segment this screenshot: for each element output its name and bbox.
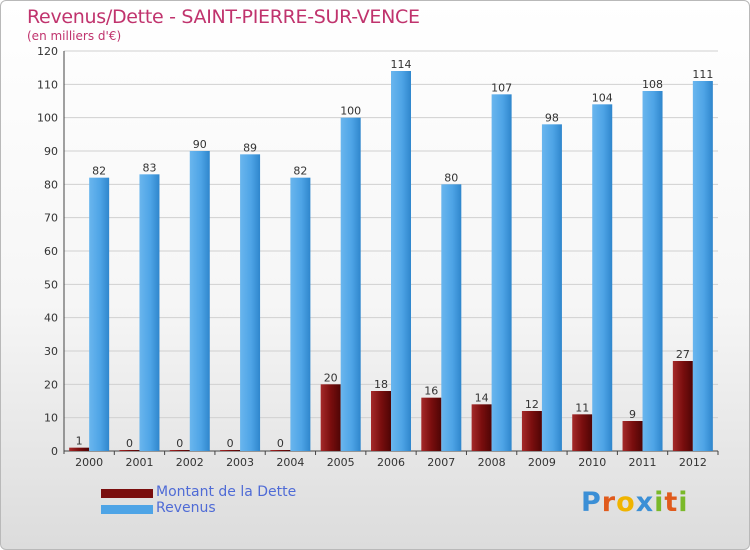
data-label-dette: 14 — [475, 391, 489, 404]
x-tick-label: 2010 — [578, 456, 606, 469]
data-label-dette: 0 — [277, 437, 284, 450]
y-tick-label: 100 — [37, 112, 58, 125]
y-tick-label: 80 — [44, 178, 58, 191]
chart-title: Revenus/Dette - SAINT-PIERRE-SUR-VENCE — [27, 6, 420, 28]
bar-revenus — [391, 71, 411, 451]
data-label-revenus: 90 — [193, 138, 207, 151]
data-label-dette: 0 — [227, 437, 234, 450]
data-label-revenus: 83 — [142, 161, 156, 174]
y-tick-label: 0 — [51, 445, 58, 458]
data-label-dette: 20 — [324, 371, 338, 384]
x-tick-label: 2008 — [478, 456, 506, 469]
data-label-revenus: 82 — [293, 165, 307, 178]
bar-revenus — [692, 81, 713, 451]
y-tick-label: 40 — [44, 312, 58, 325]
bar-dette — [421, 397, 442, 451]
bar-dette — [169, 450, 190, 451]
logo-letter: P — [581, 487, 602, 518]
data-label-dette: 12 — [525, 398, 539, 411]
data-label-dette: 0 — [176, 437, 183, 450]
data-label-revenus: 82 — [92, 165, 106, 178]
logo-letter: o — [616, 487, 636, 518]
x-tick-label: 2004 — [276, 456, 304, 469]
y-tick-label: 90 — [44, 145, 58, 158]
bar-revenus — [541, 124, 562, 451]
legend-swatch-revenus — [101, 505, 153, 514]
x-tick-label: 2009 — [528, 456, 556, 469]
bar-dette — [220, 450, 241, 451]
x-tick-label: 2003 — [226, 456, 254, 469]
bar-dette — [119, 450, 140, 451]
y-tick-label: 20 — [44, 378, 58, 391]
bar-revenus — [290, 177, 311, 451]
bar-dette — [371, 391, 391, 451]
data-label-revenus: 108 — [642, 78, 663, 91]
bar-revenus — [139, 174, 160, 452]
x-tick-label: 2002 — [176, 456, 204, 469]
x-tick-label: 2007 — [427, 456, 455, 469]
legend-label-revenus: Revenus — [156, 500, 216, 516]
bar-revenus — [89, 177, 110, 451]
bar-dette — [521, 411, 542, 451]
x-tick-label: 2012 — [679, 456, 707, 469]
logo-letter: i — [654, 487, 665, 518]
bar-dette — [320, 384, 341, 451]
legend-label-dette: Montant de la Dette — [156, 484, 297, 500]
data-label-revenus: 89 — [243, 141, 257, 154]
logo-letter: i — [678, 487, 689, 518]
data-label-dette: 11 — [575, 401, 589, 414]
data-label-revenus: 104 — [592, 91, 613, 104]
data-label-dette: 27 — [676, 348, 690, 361]
x-tick-label: 2001 — [125, 456, 153, 469]
bar-dette — [471, 404, 492, 451]
data-label-dette: 0 — [126, 437, 133, 450]
data-label-revenus: 114 — [391, 58, 412, 71]
bar-revenus — [340, 117, 361, 452]
bar-dette — [270, 450, 291, 451]
data-label-revenus: 111 — [692, 68, 713, 81]
bar-dette — [69, 447, 90, 451]
data-label-dette: 1 — [76, 435, 83, 448]
bar-revenus — [441, 184, 462, 452]
chart-subtitle: (en milliers d'€) — [27, 29, 122, 43]
bar-revenus — [491, 94, 512, 451]
x-tick-label: 2006 — [377, 456, 405, 469]
logo-letter: t — [664, 487, 679, 518]
y-tick-label: 110 — [37, 78, 58, 91]
bar-revenus — [592, 104, 613, 451]
bar-dette — [622, 421, 643, 451]
x-tick-label: 2005 — [327, 456, 355, 469]
x-tick-label: 2011 — [629, 456, 657, 469]
data-label-revenus: 100 — [340, 105, 361, 118]
y-tick-label: 60 — [44, 245, 58, 258]
bar-revenus — [189, 151, 210, 451]
bar-revenus — [642, 91, 663, 451]
logo-letter: r — [601, 487, 617, 518]
y-tick-label: 10 — [44, 412, 58, 425]
bar-dette — [572, 414, 593, 451]
data-label-revenus: 80 — [444, 171, 458, 184]
proxiti-logo: Proxiti — [581, 487, 689, 518]
legend-swatch-dette — [101, 489, 153, 498]
data-label-revenus: 98 — [545, 111, 559, 124]
data-label-dette: 18 — [374, 378, 388, 391]
y-tick-label: 50 — [44, 278, 58, 291]
logo-letter: x — [635, 487, 655, 518]
y-tick-label: 70 — [44, 212, 58, 225]
y-tick-label: 120 — [37, 45, 58, 58]
y-tick-label: 30 — [44, 345, 58, 358]
bar-dette — [672, 361, 693, 451]
data-label-dette: 16 — [424, 385, 438, 398]
x-tick-label: 2000 — [75, 456, 103, 469]
bar-revenus — [240, 154, 261, 452]
data-label-revenus: 107 — [491, 81, 512, 94]
data-label-dette: 9 — [629, 408, 636, 421]
